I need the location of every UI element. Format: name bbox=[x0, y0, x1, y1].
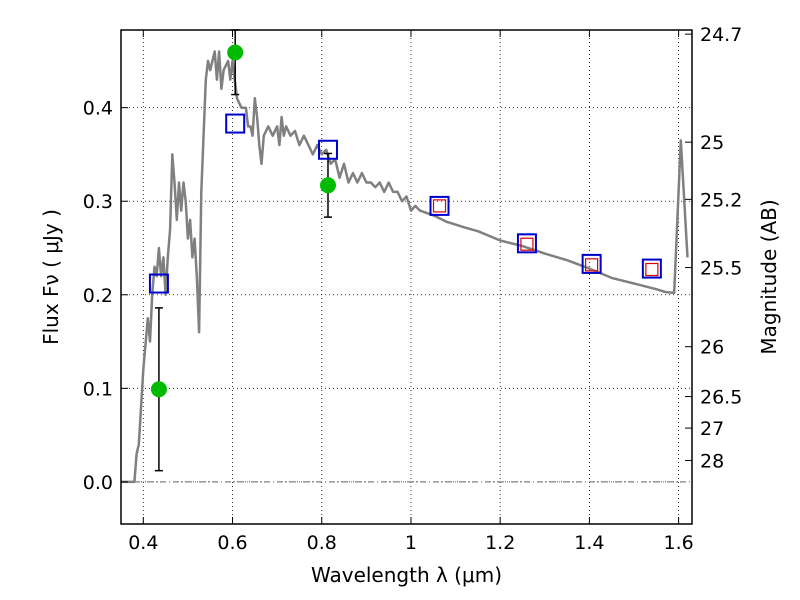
tick-layer: 0.4 0.6 0.8 1 1.2 1.4 1.6 0.0 0.1 0.2 0.3 0.4 24.7 25… bbox=[83, 24, 743, 554]
model-flux-point bbox=[148, 273, 169, 294]
y-tick-label: 0.1 bbox=[83, 378, 113, 400]
observed-flux-point bbox=[227, 44, 244, 61]
x-tick-label: 1.2 bbox=[485, 532, 515, 554]
x-tick-label: 0.8 bbox=[307, 532, 337, 554]
magnitude-tick-label: 26 bbox=[700, 337, 724, 359]
upper-limit-marker bbox=[520, 237, 534, 251]
x-axis-label: Wavelength λ (μm) bbox=[311, 563, 502, 587]
magnitude-tick-label: 25 bbox=[700, 132, 724, 154]
observed-flux-point bbox=[319, 177, 336, 194]
magnitude-tick-label: 26.5 bbox=[700, 387, 742, 409]
spectrum-line bbox=[121, 50, 689, 484]
upper-limit-marker bbox=[585, 258, 599, 272]
model-flux-point bbox=[429, 195, 450, 216]
spectrum-layer bbox=[121, 50, 689, 484]
y-tick-label: 0.2 bbox=[83, 285, 113, 307]
photometry-layer bbox=[148, 29, 662, 472]
upper-limit-marker bbox=[645, 262, 659, 277]
y-tick-label: 0.3 bbox=[83, 191, 113, 213]
magnitude-tick-label: 24.7 bbox=[700, 24, 742, 46]
model-flux-point bbox=[581, 253, 602, 274]
upper-limit-marker bbox=[432, 199, 447, 213]
magnitude-tick-label: 25.2 bbox=[700, 189, 742, 211]
x-tick-label: 1.6 bbox=[664, 532, 694, 554]
y-axis-label: Flux Fν ( μJy ) bbox=[39, 209, 63, 345]
plot-frame bbox=[120, 29, 693, 525]
model-flux-point bbox=[641, 258, 662, 279]
observed-flux-point bbox=[150, 381, 167, 398]
magnitude-tick-label: 28 bbox=[700, 450, 724, 472]
model-flux-point bbox=[225, 113, 246, 134]
magnitude-tick-label: 25.5 bbox=[700, 258, 742, 280]
x-tick-label: 1.4 bbox=[574, 532, 604, 554]
y-tick-label: 0.0 bbox=[83, 472, 113, 494]
y-tick-label: 0.4 bbox=[83, 98, 113, 120]
x-tick-label: 0.6 bbox=[217, 532, 247, 554]
x-tick-label: 0.4 bbox=[128, 532, 158, 554]
model-flux-point bbox=[317, 139, 338, 160]
magnitude-tick-label: 27 bbox=[700, 418, 724, 440]
model-flux-point bbox=[516, 233, 537, 254]
magnitude-axis-label: Magnitude (AB) bbox=[757, 199, 781, 354]
x-tick-label: 1 bbox=[405, 532, 417, 554]
